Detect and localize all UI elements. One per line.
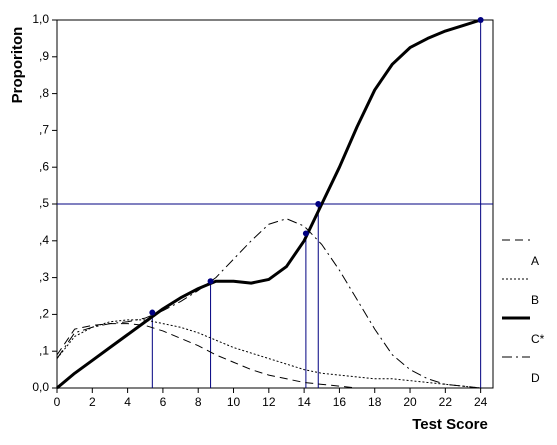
legend-label: A — [531, 254, 539, 268]
marker-point — [302, 230, 309, 237]
x-tick-label: 20 — [403, 395, 417, 409]
legend-label: D — [531, 371, 540, 385]
x-tick-label: 2 — [89, 395, 96, 409]
legend-label: C* — [531, 332, 545, 346]
y-tick-label: 0,0 — [32, 380, 49, 394]
x-tick-label: 22 — [439, 395, 453, 409]
series-line — [56, 319, 481, 389]
y-tick-label: ,6 — [39, 159, 49, 173]
x-tick-label: 18 — [368, 395, 382, 409]
marker-point — [477, 17, 484, 23]
marker-point — [207, 278, 214, 285]
x-tick-label: 4 — [124, 395, 131, 409]
y-tick-label: ,9 — [39, 49, 49, 63]
y-tick-label: ,4 — [39, 233, 49, 247]
marker-point — [315, 201, 322, 207]
x-tick-label: 14 — [297, 395, 311, 409]
x-tick-label: 12 — [262, 395, 276, 409]
legend-label: B — [531, 293, 539, 307]
series-line — [56, 18, 482, 390]
series-line — [56, 323, 481, 389]
x-tick-label: 24 — [474, 395, 488, 409]
y-tick-label: ,1 — [39, 343, 49, 357]
y-tick-label: ,3 — [39, 270, 49, 284]
y-axis-label: Proporiton — [9, 27, 26, 104]
y-tick-label: 1,0 — [32, 12, 49, 26]
x-axis-label: Test Score — [412, 416, 488, 433]
x-tick-label: 0 — [54, 395, 61, 409]
x-tick-label: 8 — [195, 395, 202, 409]
x-tick-label: 10 — [227, 395, 241, 409]
marker-point — [149, 309, 156, 316]
x-tick-label: 16 — [333, 395, 347, 409]
x-tick-label: 6 — [160, 395, 167, 409]
series-line — [56, 218, 481, 389]
y-tick-label: ,5 — [39, 196, 49, 210]
y-tick-label: ,2 — [39, 307, 49, 321]
y-tick-label: ,7 — [39, 123, 49, 137]
y-tick-label: ,8 — [39, 86, 49, 100]
